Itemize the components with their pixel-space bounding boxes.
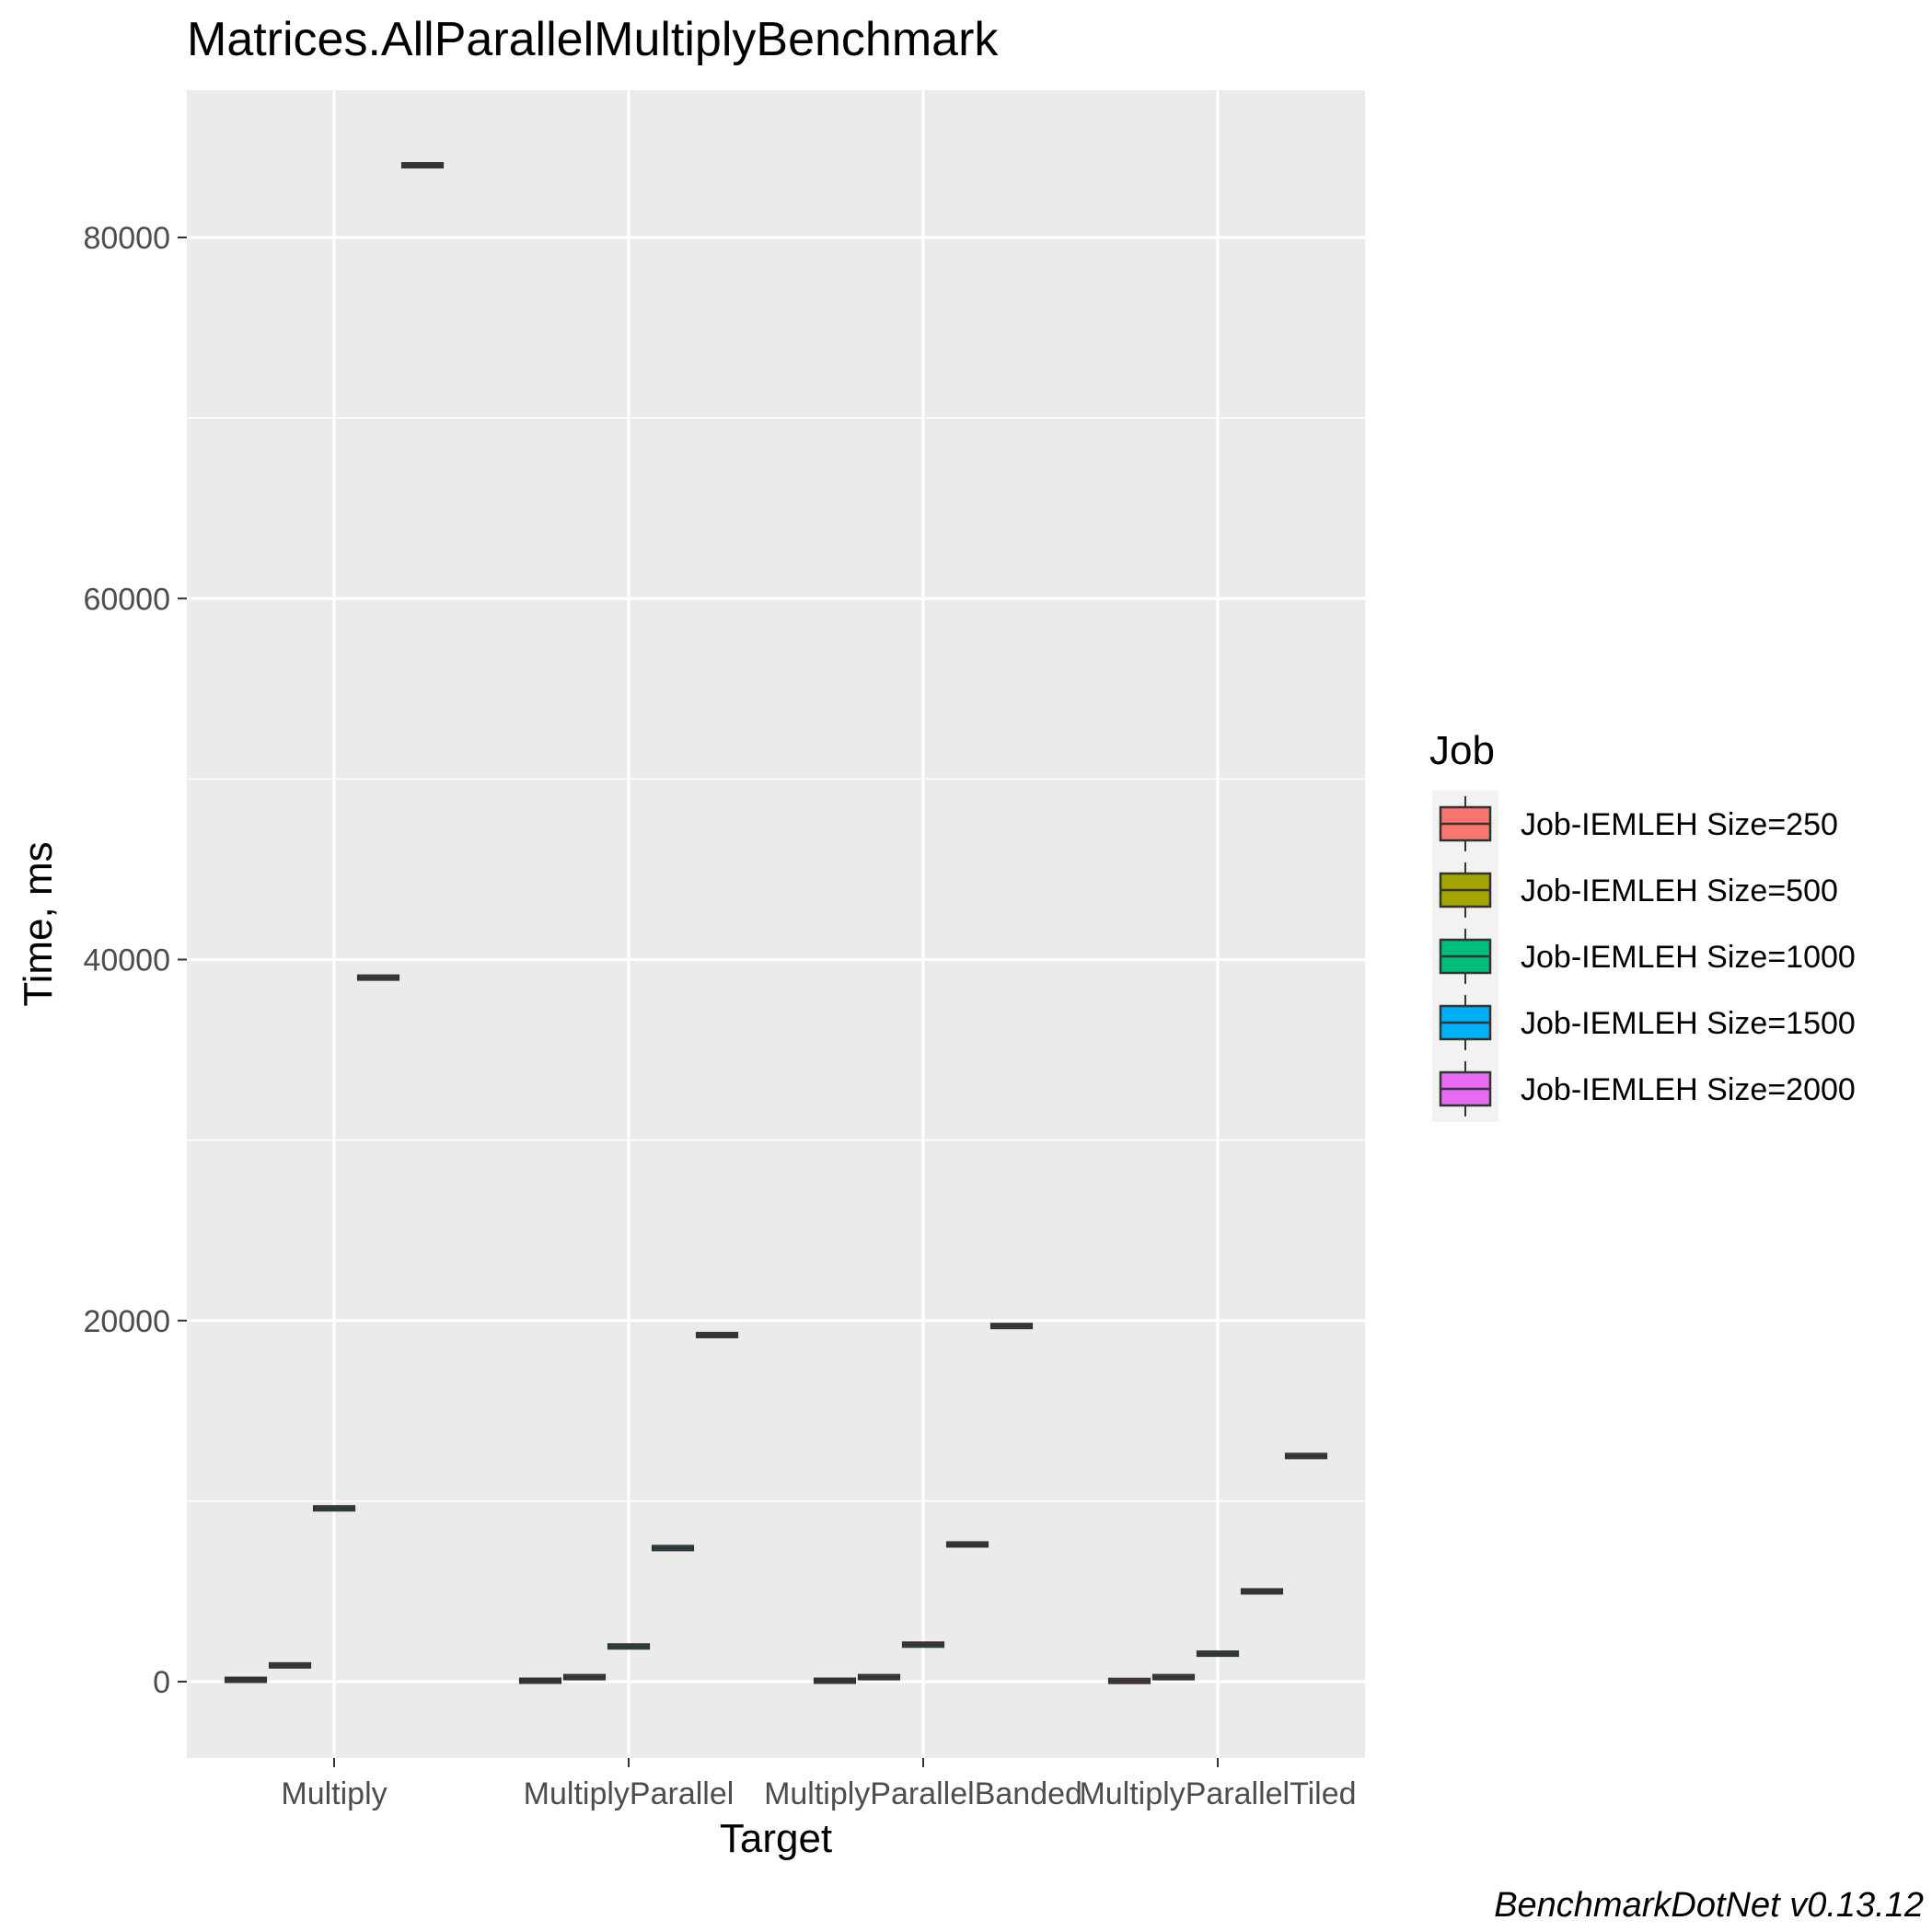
box-1-1 bbox=[224, 1676, 268, 1683]
x-tick-label: MultiplyParallelBanded bbox=[764, 1776, 1082, 1811]
box-3-1 bbox=[312, 1505, 356, 1512]
y-tick-label: 40000 bbox=[83, 943, 170, 978]
legend-title: Job bbox=[1429, 728, 1495, 773]
box-1-2 bbox=[518, 1677, 562, 1684]
legend-entry: Job-IEMLEH Size=500 bbox=[1432, 857, 1838, 923]
legend-entry: Job-IEMLEH Size=250 bbox=[1432, 791, 1838, 857]
box-3-2 bbox=[607, 1643, 651, 1650]
legend: Job Job-IEMLEH Size=250 Job-IEMLEH Size=5… bbox=[1429, 728, 1856, 1122]
legend-entry: Job-IEMLEH Size=1500 bbox=[1432, 989, 1856, 1056]
box-2-4 bbox=[1151, 1673, 1196, 1681]
x-axis: Multiply MultiplyParallel MultiplyParallel… bbox=[281, 1758, 1357, 1811]
plot-panel bbox=[187, 90, 1365, 1758]
box-3-3 bbox=[901, 1641, 945, 1649]
x-axis-title: Target bbox=[720, 1816, 832, 1861]
box-plots bbox=[224, 162, 1328, 1684]
y-axis: 0 20000 40000 60000 80000 bbox=[83, 221, 187, 1700]
box-5-3 bbox=[989, 1323, 1034, 1330]
x-tick-label: MultiplyParallelTiled bbox=[1079, 1776, 1356, 1811]
box-5-2 bbox=[695, 1331, 739, 1338]
legend-label: Job-IEMLEH Size=500 bbox=[1521, 873, 1838, 908]
caption: BenchmarkDotNet v0.13.12 bbox=[1494, 1886, 1924, 1925]
x-tick-label: Multiply bbox=[281, 1776, 387, 1811]
box-4-3 bbox=[945, 1541, 989, 1548]
y-axis-title: Time, ms bbox=[16, 841, 61, 1006]
y-tick-label: 80000 bbox=[83, 221, 170, 256]
legend-entry: Job-IEMLEH Size=1000 bbox=[1432, 923, 1856, 989]
box-2-2 bbox=[562, 1673, 607, 1681]
legend-label: Job-IEMLEH Size=250 bbox=[1521, 807, 1838, 842]
legend-entry: Job-IEMLEH Size=2000 bbox=[1432, 1056, 1856, 1122]
box-5-4 bbox=[1284, 1452, 1328, 1460]
x-tick-label: MultiplyParallel bbox=[524, 1776, 735, 1811]
box-3-4 bbox=[1196, 1650, 1240, 1658]
box-4-2 bbox=[651, 1544, 695, 1552]
box-1-4 bbox=[1107, 1677, 1151, 1684]
box-2-3 bbox=[857, 1673, 901, 1681]
box-4-1 bbox=[356, 974, 400, 981]
legend-label: Job-IEMLEH Size=2000 bbox=[1521, 1072, 1856, 1107]
y-tick-label: 60000 bbox=[83, 582, 170, 617]
legend-label: Job-IEMLEH Size=1500 bbox=[1521, 1006, 1856, 1041]
major-gridlines bbox=[187, 90, 1365, 1758]
box-1-3 bbox=[813, 1677, 857, 1684]
y-tick-label: 0 bbox=[153, 1665, 170, 1700]
box-5-1 bbox=[400, 162, 445, 169]
box-4-4 bbox=[1240, 1588, 1284, 1595]
legend-label: Job-IEMLEH Size=1000 bbox=[1521, 940, 1856, 975]
minor-gridlines bbox=[187, 417, 1365, 1502]
y-tick-label: 20000 bbox=[83, 1304, 170, 1339]
chart-title: Matrices.AllParallelMultiplyBenchmark bbox=[187, 13, 999, 66]
box-2-1 bbox=[268, 1661, 312, 1669]
